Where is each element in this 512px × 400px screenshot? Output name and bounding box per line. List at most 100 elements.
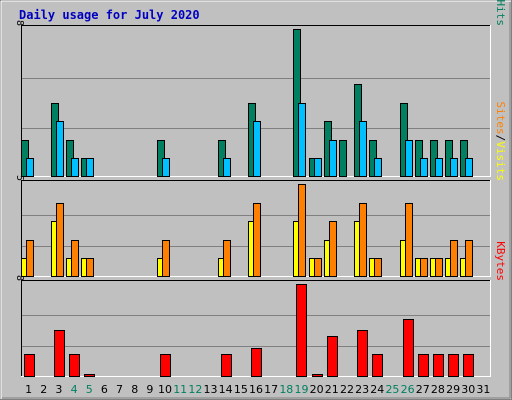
x-tick-label: 19 bbox=[294, 383, 308, 396]
y-max-label: 5 bbox=[14, 175, 25, 181]
x-tick-label: 8 bbox=[131, 383, 138, 396]
y-max-label: 8 bbox=[14, 275, 25, 281]
bar-sites-day-20 bbox=[314, 258, 322, 277]
y-max-label: 8 bbox=[14, 20, 25, 26]
bar-kbytes-day-20 bbox=[312, 374, 323, 377]
bar-sites-day-5 bbox=[86, 258, 94, 277]
bar-files-day-27 bbox=[420, 158, 428, 177]
series-label-part: Visits bbox=[494, 141, 507, 181]
x-tick-label: 15 bbox=[234, 383, 248, 396]
bar-files-day-30 bbox=[465, 158, 473, 177]
chart-title: Daily usage for July 2020 bbox=[19, 8, 200, 22]
bar-files-day-20 bbox=[314, 158, 322, 177]
x-tick-label: 13 bbox=[204, 383, 218, 396]
bar-kbytes-day-5 bbox=[84, 374, 95, 377]
bar-sites-day-23 bbox=[359, 203, 367, 277]
x-tick-label: 10 bbox=[158, 383, 172, 396]
bar-sites-day-14 bbox=[223, 240, 231, 277]
x-tick-label: 23 bbox=[355, 383, 369, 396]
bar-kbytes-day-29 bbox=[448, 354, 459, 377]
x-tick-label: 12 bbox=[188, 383, 202, 396]
x-tick-label: 1 bbox=[25, 383, 32, 396]
panel-hits-files-pages: 8 Pages/Files/Hits bbox=[14, 0, 507, 177]
bar-files-day-29 bbox=[450, 158, 458, 177]
x-tick-label: 17 bbox=[264, 383, 278, 396]
bar-sites-day-27 bbox=[420, 258, 428, 277]
bar-kbytes-day-23 bbox=[357, 330, 368, 377]
x-tick-label: 5 bbox=[86, 383, 93, 396]
x-tick-label: 3 bbox=[55, 383, 62, 396]
bar-files-day-16 bbox=[253, 121, 261, 177]
x-tick-label: 24 bbox=[370, 383, 384, 396]
x-tick-label: 16 bbox=[249, 383, 263, 396]
bar-sites-day-29 bbox=[450, 240, 458, 277]
x-tick-label: 27 bbox=[416, 383, 430, 396]
x-tick-label: 9 bbox=[146, 383, 153, 396]
bar-kbytes-day-10 bbox=[160, 354, 171, 377]
x-tick-label: 18 bbox=[279, 383, 293, 396]
x-tick-label: 31 bbox=[476, 383, 490, 396]
bar-sites-day-21 bbox=[329, 221, 337, 277]
bar-kbytes-day-21 bbox=[327, 336, 338, 377]
bar-sites-day-10 bbox=[162, 240, 170, 277]
series-label: KBytes bbox=[494, 241, 507, 281]
series-label-part: KBytes bbox=[494, 241, 507, 281]
bar-files-day-5 bbox=[86, 158, 94, 177]
bar-sites-day-26 bbox=[405, 203, 413, 277]
x-tick-label: 28 bbox=[431, 383, 445, 396]
series-label-part: Hits bbox=[494, 0, 507, 26]
bar-sites-day-28 bbox=[435, 258, 443, 277]
series-label: Sites/Visits bbox=[494, 102, 507, 182]
bar-kbytes-day-3 bbox=[54, 330, 65, 377]
panel-visits-sites: 5 Sites/Visits bbox=[14, 102, 507, 277]
bar-files-day-3 bbox=[56, 121, 64, 177]
x-tick-label: 20 bbox=[310, 383, 324, 396]
bar-files-day-1 bbox=[26, 158, 34, 177]
x-tick-label: 30 bbox=[461, 383, 475, 396]
bar-sites-day-24 bbox=[374, 258, 382, 277]
x-tick-label: 26 bbox=[401, 383, 415, 396]
series-label: Pages/Files/Hits bbox=[494, 0, 507, 26]
bar-kbytes-day-26 bbox=[403, 319, 414, 377]
bar-kbytes-day-24 bbox=[372, 354, 383, 377]
bar-files-day-4 bbox=[71, 158, 79, 177]
bar-kbytes-day-27 bbox=[418, 354, 429, 377]
bar-kbytes-day-28 bbox=[433, 354, 444, 377]
series-label-part: / bbox=[494, 135, 507, 142]
bar-files-day-28 bbox=[435, 158, 443, 177]
bar-files-day-26 bbox=[405, 140, 413, 177]
bar-kbytes-day-4 bbox=[69, 354, 80, 377]
bar-sites-day-4 bbox=[71, 240, 79, 277]
bar-kbytes-day-16 bbox=[251, 348, 262, 377]
bar-files-day-21 bbox=[329, 140, 337, 177]
bar-files-day-14 bbox=[223, 158, 231, 177]
bar-hits-day-22 bbox=[339, 140, 347, 177]
bar-files-day-19 bbox=[298, 103, 306, 177]
bar-files-day-23 bbox=[359, 121, 367, 177]
x-tick-label: 25 bbox=[385, 383, 399, 396]
x-tick-label: 22 bbox=[340, 383, 354, 396]
bar-kbytes-day-14 bbox=[221, 354, 232, 377]
bar-files-day-10 bbox=[162, 158, 170, 177]
x-tick-label: 2 bbox=[40, 383, 47, 396]
bar-sites-day-30 bbox=[465, 240, 473, 277]
series-label-part: Sites bbox=[494, 102, 507, 135]
x-tick-label: 6 bbox=[101, 383, 108, 396]
x-tick-label: 14 bbox=[219, 383, 233, 396]
bar-sites-day-3 bbox=[56, 203, 64, 277]
x-tick-label: 7 bbox=[116, 383, 123, 396]
bar-sites-day-19 bbox=[298, 184, 306, 277]
x-axis: 1 2 3 4 5 6 7 8 9 10 11 12 13 14 15 16 17 18 19 20 21 22 23 24 2… bbox=[25, 383, 490, 396]
x-tick-label: 4 bbox=[71, 383, 78, 396]
x-tick-label: 21 bbox=[325, 383, 339, 396]
x-tick-label: 11 bbox=[173, 383, 187, 396]
bar-files-day-24 bbox=[374, 158, 382, 177]
bar-kbytes-day-1 bbox=[24, 354, 35, 377]
bar-sites-day-16 bbox=[253, 203, 261, 277]
bar-kbytes-day-19 bbox=[296, 284, 307, 377]
bar-kbytes-day-30 bbox=[463, 354, 474, 377]
x-tick-label: 29 bbox=[446, 383, 460, 396]
panel-kbytes: 8 KBytes bbox=[14, 241, 507, 377]
